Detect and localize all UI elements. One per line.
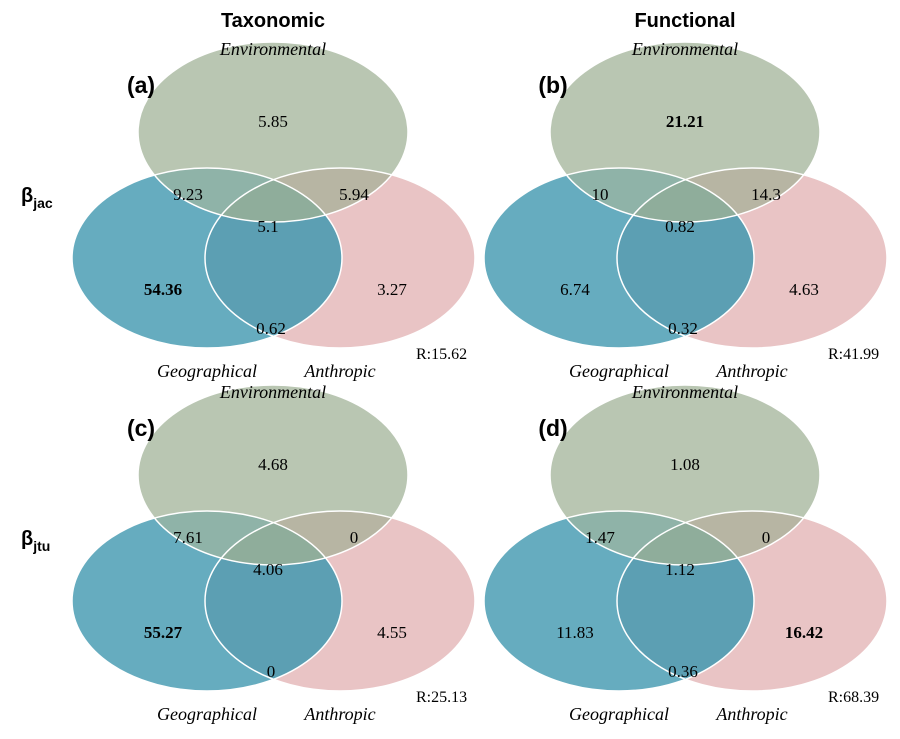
value-environmental-only: 21.21 bbox=[666, 112, 704, 131]
set-name-environmental: Environmental bbox=[631, 382, 738, 402]
ellipse-outline bbox=[549, 41, 821, 223]
residual-value: R:41.99 bbox=[828, 346, 879, 363]
value-anthropic-only: 3.27 bbox=[377, 280, 407, 299]
venn-panel: Environmental Geographical Anthropic (b) 21.… bbox=[483, 39, 888, 381]
ellipse-outline bbox=[137, 41, 409, 223]
set-name-geographical: Geographical bbox=[157, 361, 257, 381]
center-overlap bbox=[205, 511, 342, 565]
venn-panel: Environmental Geographical Anthropic (c) 4.6… bbox=[71, 382, 476, 724]
row-label-jtu: βjtu bbox=[21, 528, 50, 554]
value-all-three: 0.82 bbox=[665, 217, 695, 236]
column-title-taxonomic: Taxonomic bbox=[221, 10, 325, 32]
set-name-geographical: Geographical bbox=[569, 361, 669, 381]
value-geographical-only: 11.83 bbox=[556, 623, 594, 642]
center-overlap bbox=[617, 511, 754, 565]
value-all-three: 1.12 bbox=[665, 560, 695, 579]
venn-panel: Environmental Geographical Anthropic (a) 5.8… bbox=[71, 39, 476, 381]
set-name-environmental: Environmental bbox=[219, 39, 326, 59]
panel-label: (b) bbox=[538, 72, 567, 98]
value-geographical-anthropic: 0.62 bbox=[256, 319, 286, 338]
set-name-anthropic: Anthropic bbox=[715, 361, 787, 381]
ellipse-outline bbox=[71, 167, 343, 349]
set-name-geographical: Geographical bbox=[569, 704, 669, 724]
value-environmental-anthropic: 0 bbox=[350, 528, 359, 547]
residual-value: R:15.62 bbox=[416, 346, 467, 363]
value-environmental-anthropic: 5.94 bbox=[339, 185, 369, 204]
value-anthropic-only: 4.55 bbox=[377, 623, 407, 642]
row-label-jac: βjac bbox=[21, 185, 53, 211]
panel-label: (c) bbox=[127, 415, 155, 441]
ellipse-outline bbox=[204, 167, 476, 349]
value-environmental-anthropic: 14.3 bbox=[751, 185, 781, 204]
value-anthropic-only: 4.63 bbox=[789, 280, 819, 299]
center-overlap bbox=[205, 168, 342, 222]
set-name-environmental: Environmental bbox=[631, 39, 738, 59]
ellipse-outline bbox=[204, 510, 476, 692]
value-environmental-only: 4.68 bbox=[258, 455, 288, 474]
value-environmental-only: 1.08 bbox=[670, 455, 700, 474]
residual-value: R:25.13 bbox=[416, 689, 467, 706]
ellipse-outline bbox=[616, 167, 888, 349]
value-geographical-only: 6.74 bbox=[560, 280, 590, 299]
value-geographical-only: 55.27 bbox=[144, 623, 183, 642]
value-all-three: 4.06 bbox=[253, 560, 283, 579]
value-geographical-only: 54.36 bbox=[144, 280, 182, 299]
value-geographical-anthropic: 0.36 bbox=[668, 662, 698, 681]
ellipse-outline bbox=[483, 167, 755, 349]
panel-label: (d) bbox=[538, 415, 567, 441]
ellipse-outline bbox=[71, 510, 343, 692]
value-environmental-geographical: 1.47 bbox=[585, 528, 615, 547]
set-name-anthropic: Anthropic bbox=[715, 704, 787, 724]
column-title-functional: Functional bbox=[634, 10, 735, 32]
venn-panel: Environmental Geographical Anthropic (d) 1.0… bbox=[483, 382, 888, 724]
panel-label: (a) bbox=[127, 72, 155, 98]
value-environmental-geographical: 7.61 bbox=[173, 528, 203, 547]
set-name-environmental: Environmental bbox=[219, 382, 326, 402]
center-overlap bbox=[617, 168, 754, 222]
value-environmental-geographical: 9.23 bbox=[173, 185, 203, 204]
set-name-anthropic: Anthropic bbox=[303, 704, 375, 724]
value-environmental-only: 5.85 bbox=[258, 112, 288, 131]
set-name-anthropic: Anthropic bbox=[303, 361, 375, 381]
value-geographical-anthropic: 0 bbox=[267, 662, 276, 681]
value-all-three: 5.1 bbox=[257, 217, 278, 236]
value-anthropic-only: 16.42 bbox=[785, 623, 823, 642]
residual-value: R:68.39 bbox=[828, 689, 879, 706]
value-geographical-anthropic: 0.32 bbox=[668, 319, 698, 338]
ellipse-outline bbox=[616, 510, 888, 692]
ellipse-outline bbox=[483, 510, 755, 692]
set-name-geographical: Geographical bbox=[157, 704, 257, 724]
ellipse-outline bbox=[549, 384, 821, 566]
value-environmental-anthropic: 0 bbox=[762, 528, 771, 547]
ellipse-outline bbox=[137, 384, 409, 566]
value-environmental-geographical: 10 bbox=[592, 185, 609, 204]
